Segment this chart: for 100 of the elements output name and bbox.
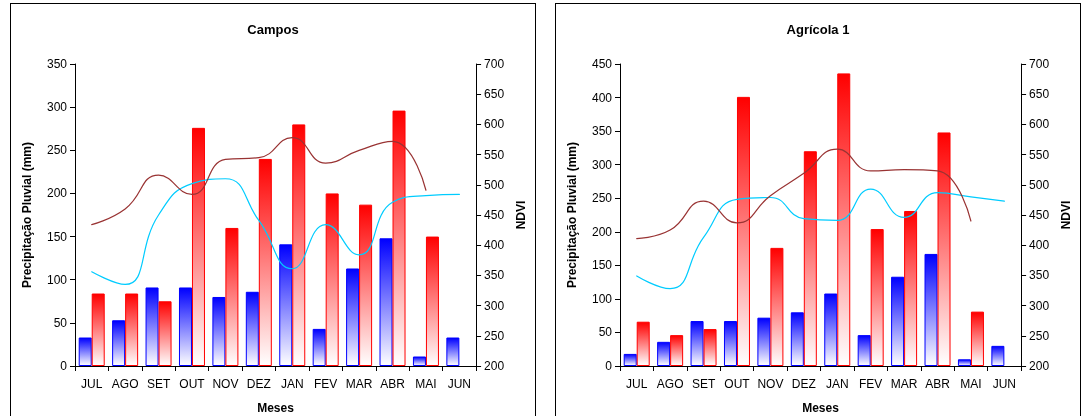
y-tick-label: 200	[591, 224, 613, 239]
y-tick-label: 350	[46, 57, 68, 71]
y-tick-label: 250	[46, 143, 68, 158]
x-tick-label: MAR	[890, 377, 918, 391]
x-tick-label: JUN	[992, 377, 1017, 391]
x-tick-label: FEV	[314, 377, 338, 391]
line-series	[91, 137, 427, 226]
y2-tick-label: 250	[1029, 328, 1050, 343]
x-tick-label: AGO	[656, 377, 684, 391]
bar	[312, 328, 326, 366]
y2-axis-title: NDVI	[514, 200, 528, 230]
bar	[870, 229, 884, 366]
y2-tick-label: 600	[1029, 117, 1050, 132]
line-series	[91, 178, 460, 286]
y-tick-label: 200	[46, 186, 68, 201]
bar	[112, 320, 126, 366]
bar	[636, 321, 650, 366]
bar	[292, 124, 306, 366]
bar	[937, 132, 951, 366]
bar	[723, 321, 737, 366]
bar	[690, 321, 704, 366]
y-tick-label: 150	[591, 258, 613, 273]
bar	[991, 345, 1005, 366]
bar	[392, 110, 406, 366]
line-series	[636, 188, 1005, 290]
x-tick-label: JAN	[825, 377, 849, 391]
bar	[125, 293, 139, 366]
bar	[379, 238, 393, 366]
bar	[258, 158, 272, 366]
bar	[770, 247, 784, 366]
y-axis-title: Precipitação Pluvial (mm)	[20, 141, 34, 289]
x-tick-label: ABR	[925, 377, 951, 391]
y-tick-label: 100	[591, 291, 613, 306]
bar	[412, 356, 426, 366]
chart-title: Campos	[247, 22, 299, 37]
y-tick-label: 50	[53, 315, 68, 330]
bar	[703, 329, 717, 366]
y2-tick-label: 200	[484, 359, 505, 373]
bar	[158, 301, 172, 366]
y2-tick-label: 350	[484, 268, 505, 283]
bar	[359, 204, 373, 366]
x-axis-title: Meses	[802, 401, 840, 415]
chart-title: Agrícola 1	[786, 22, 850, 37]
y2-tick-label: 300	[1029, 298, 1050, 313]
y2-tick-label: 450	[484, 208, 505, 222]
y2-axis-title: NDVI	[1059, 200, 1073, 230]
y2-tick-label: 550	[484, 147, 505, 162]
bar	[623, 353, 637, 366]
x-tick-label: OUT	[724, 377, 751, 391]
bar	[191, 127, 205, 366]
bar	[803, 151, 817, 366]
bar	[857, 335, 871, 366]
x-tick-label: AGO	[111, 377, 139, 391]
y2-tick-label: 200	[1029, 359, 1050, 373]
line-series	[636, 148, 972, 240]
bar	[145, 287, 159, 366]
bar	[178, 287, 192, 366]
y-tick-label: 0	[605, 359, 613, 373]
bar	[225, 227, 239, 366]
bar	[279, 244, 293, 366]
y-tick-label: 250	[591, 191, 613, 206]
bar	[78, 337, 92, 366]
x-tick-label: MAR	[345, 377, 373, 391]
y2-tick-label: 600	[484, 117, 505, 132]
bar	[325, 193, 339, 366]
x-tick-label: NOV	[212, 377, 239, 391]
x-tick-label: FEV	[859, 377, 883, 391]
bar	[891, 276, 905, 366]
x-tick-label: JAN	[280, 377, 304, 391]
y2-tick-label: 400	[484, 238, 505, 253]
bar	[924, 253, 938, 366]
bar	[736, 96, 750, 366]
x-tick-label: MAI	[960, 377, 982, 391]
y2-tick-label: 500	[1029, 177, 1050, 192]
y2-tick-label: 650	[484, 87, 505, 102]
y2-tick-label: 700	[484, 57, 505, 71]
bar	[957, 359, 971, 366]
y-tick-label: 300	[46, 100, 68, 115]
y-tick-label: 450	[591, 57, 613, 71]
bar	[212, 296, 226, 366]
bar	[245, 291, 259, 366]
bar	[904, 210, 918, 366]
x-tick-label: OUT	[179, 377, 206, 391]
x-tick-label: ABR	[380, 377, 406, 391]
y2-tick-label: 700	[1029, 57, 1050, 71]
y-tick-label: 300	[591, 157, 613, 172]
bar	[837, 73, 851, 366]
y2-tick-label: 500	[484, 177, 505, 192]
bar	[425, 236, 439, 366]
bar	[970, 311, 984, 366]
y2-tick-label: 350	[1029, 268, 1050, 283]
y-tick-label: 400	[591, 90, 613, 105]
bar	[824, 293, 838, 366]
y2-tick-label: 250	[484, 328, 505, 343]
bar	[790, 312, 804, 366]
y2-tick-label: 550	[1029, 147, 1050, 162]
x-axis-title: Meses	[257, 401, 295, 415]
bar	[670, 335, 684, 366]
y2-tick-label: 400	[1029, 238, 1050, 253]
x-tick-label: NOV	[757, 377, 784, 391]
